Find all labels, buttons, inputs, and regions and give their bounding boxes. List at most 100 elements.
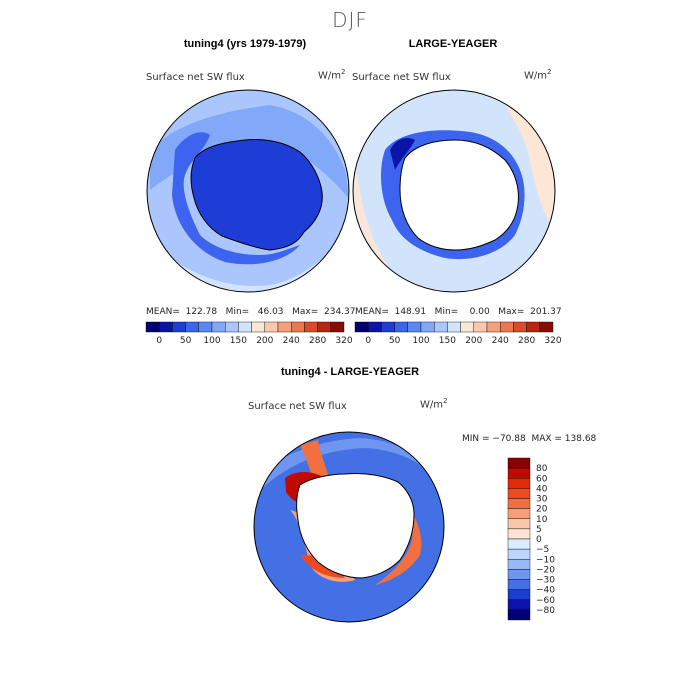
panel3-colorbar-tick-label: −30 (536, 576, 555, 586)
panel2-colorbar-tick-label: 150 (439, 336, 456, 346)
panel3-units-text: W/m (420, 399, 443, 411)
panel1-map (147, 90, 349, 292)
panel2-colorbar-tick-label: 200 (465, 336, 482, 346)
figure-title: DJF (332, 8, 368, 32)
panel2-colorbar-tick-label: 0 (365, 336, 371, 346)
panel3-colorbar-swatch (507, 609, 531, 621)
panel1-colorbar-tick-label: 280 (309, 336, 326, 346)
panel2-stats: MEAN= 148.91 Min= 0.00 Max= 201.37 (355, 307, 562, 317)
panel3-map (254, 432, 444, 622)
panel2-colorbar-swatch (526, 321, 540, 333)
panel3-colorbar-tick-label: −10 (536, 555, 555, 565)
panel2-colorbar-tick-label: 100 (412, 336, 429, 346)
panel1-colorbar-swatch (198, 321, 213, 333)
panel3-colorbar-swatch (507, 518, 531, 530)
panel2-map-border (352, 89, 556, 293)
panel3-ocean-band-a (255, 438, 444, 495)
panel1-variable-label: Surface net SW flux (146, 72, 245, 83)
panel2-colorbar-swatch (407, 321, 422, 333)
panel3-colorbar-tick-label: 60 (536, 474, 548, 484)
panel3-stats: MIN = −70.88 MAX = 138.68 (462, 434, 597, 444)
panel2-colorbar-tick-label: 50 (389, 336, 401, 346)
panel3-colorbar-tick-label: 20 (536, 505, 548, 515)
panel2-units-text: W/m (524, 70, 547, 82)
panel1-colorbar-swatch (317, 321, 332, 333)
panel2-colorbar-swatch (381, 321, 395, 333)
panel2-colorbar-swatch (420, 321, 435, 333)
panel2-colorbar-swatch (447, 321, 461, 333)
panel3-colorbar-swatch (507, 528, 531, 540)
panel2-map (353, 90, 555, 292)
panel2-variable-label: Surface net SW flux (352, 72, 451, 83)
panel3-colorbar-tick-label: 30 (536, 495, 548, 505)
panel1-units-exp: 2 (341, 68, 346, 76)
panel3-colorbar-tick-label: 40 (536, 484, 548, 494)
panel3-colorbar-swatch (507, 548, 531, 560)
panel2-units-exp: 2 (547, 68, 552, 76)
panel2-colorbar-swatch (354, 321, 369, 333)
panel3-colorbar-tick-label: −80 (536, 606, 555, 616)
panel1-colorbar-tick-label: 240 (283, 336, 300, 346)
panel3-colorbar-tick-label: 0 (536, 535, 542, 545)
panel3-warm-streak-a (300, 440, 330, 485)
panel1-colorbar-swatch (277, 321, 292, 333)
panel1-colorbar-tick-label: 0 (156, 336, 162, 346)
panel1-colorbar-swatch (238, 321, 252, 333)
panel3-colorbar-swatch (507, 478, 531, 489)
panel2-colorbar-tick-label: 280 (518, 336, 535, 346)
panel1-map-border (146, 89, 350, 293)
panel3-colorbar-swatch (507, 559, 531, 570)
panel3-colorbar-swatch (507, 457, 531, 469)
panel3-antarctica (296, 473, 415, 579)
panel3-colorbar-swatch (507, 467, 531, 479)
panel1-colorbar-swatch (304, 321, 318, 333)
panel1-colorbar-swatch (158, 321, 173, 333)
panel1-stats: MEAN= 122.78 Min= 46.03 Max= 234.37 (146, 307, 356, 317)
panel1-colorbar-swatch (251, 321, 266, 333)
panel3-colorbar-swatch (507, 599, 531, 611)
panel1-colorbar-swatch (330, 321, 345, 333)
panel2-colorbar-swatch (539, 321, 554, 333)
panel3-colorbar-swatch (507, 488, 531, 499)
panel1-colorbar-tick-label: 200 (256, 336, 273, 346)
panel3-variable-label: Surface net SW flux (248, 401, 347, 412)
panel2-units: W/m2 (524, 68, 551, 81)
panel2-colorbar-swatch (368, 321, 382, 333)
panel3-units-exp: 2 (443, 397, 448, 405)
panel1-colorbar: 0 50 100 150 200 240 280 320 (145, 321, 353, 346)
panel3-colorbar-swatch (507, 589, 531, 600)
panel1-colorbar-tick-label: 320 (335, 336, 352, 346)
panel3-colorbar-tick-label: −60 (536, 596, 555, 606)
panel1-colorbar-swatch (145, 321, 160, 333)
panel1-title: tuning4 (yrs 1979-1979) (183, 38, 307, 50)
panel3-colorbar-tick-label: −5 (536, 545, 549, 555)
panel2-coastal-deep (390, 138, 415, 170)
panel2-antarctica (399, 139, 519, 251)
panel2-colorbar-tick-label: 320 (544, 336, 561, 346)
panel2-colorbar-swatch (460, 321, 475, 333)
panel1-ocean-band-a (150, 105, 349, 200)
panel1-colorbar-swatch (211, 321, 226, 333)
panel2-colorbar-swatch (434, 321, 448, 333)
panel3-colorbar-tick-label: 5 (536, 525, 542, 535)
panel1-antarctica (190, 139, 323, 251)
panel1-colorbar-swatch (264, 321, 279, 333)
panel1-colorbar-tick-label: 50 (180, 336, 192, 346)
panel2-colorbar-swatch (513, 321, 527, 333)
panel2-title: LARGE-YEAGER (408, 38, 498, 50)
panel2-colorbar-swatch (500, 321, 514, 333)
panel1-units-text: W/m (318, 70, 341, 82)
panel2-colorbar-tick-label: 240 (492, 336, 509, 346)
panel3-warm-streak-c (375, 500, 422, 585)
panel1-colorbar-tick-label: 100 (203, 336, 220, 346)
panel3-title: tuning4 - LARGE-YEAGER (280, 366, 420, 378)
panel3-colorbar-swatch (507, 508, 531, 519)
panel1-colorbar-swatch (172, 321, 186, 333)
panel3-units: W/m2 (420, 397, 447, 410)
panel2-colorbar-swatch (394, 321, 409, 333)
panel1-colorbar-swatch (224, 321, 239, 333)
panel3-colorbar-swatch (507, 579, 531, 590)
panel3-colorbar-tick-label: 10 (536, 515, 548, 525)
